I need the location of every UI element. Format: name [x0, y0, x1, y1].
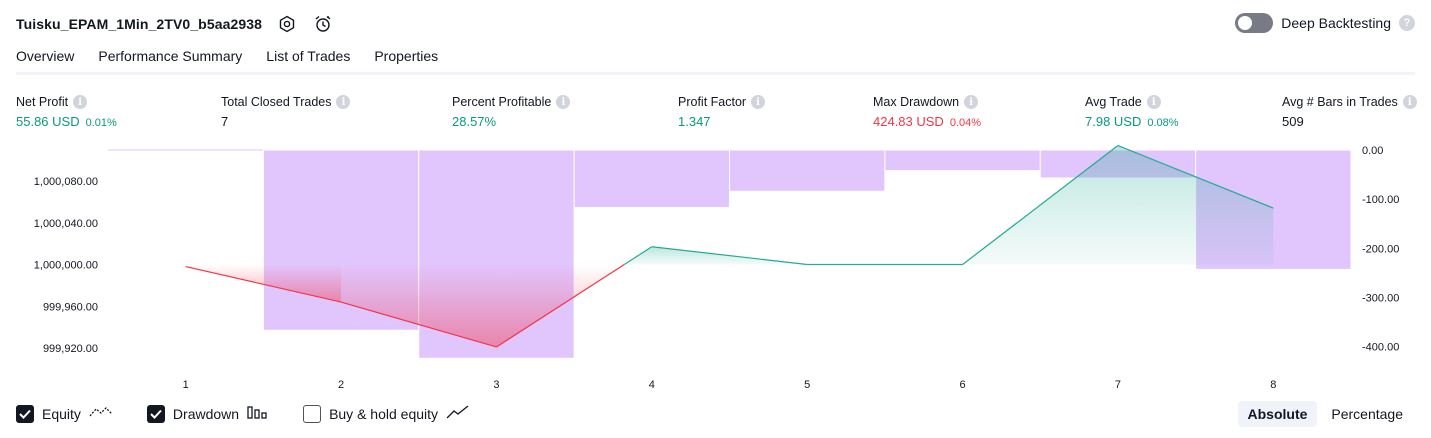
metric-title: Net Profit [16, 95, 69, 109]
metric-net-profit: Net Profit i 55.86 USD 0.01% [16, 94, 117, 129]
metric-value: 55.86 USD [16, 114, 80, 129]
metric-total-closed-trades: Total Closed Trades i 7 [221, 94, 351, 129]
metric-avg-bars-in-trades: Avg # Bars in Trades i 509 [1282, 94, 1417, 129]
equity-drawdown-chart[interactable]: 1,000,080.00 1,000,040.00 1,000,000.00 999,… [0, 140, 1431, 398]
metric-value: 7.98 USD [1085, 114, 1142, 129]
metric-title: Profit Factor [678, 95, 747, 109]
info-icon[interactable]: i [1146, 95, 1161, 109]
equity-segment [1117, 144, 1274, 209]
x-tick-label: 6 [960, 379, 966, 391]
equity-area [341, 264, 497, 347]
left-tick-label: 999,920.00 [43, 343, 98, 355]
right-tick-label: -100.00 [1362, 194, 1399, 206]
buy-hold-line-icon [446, 404, 470, 423]
info-icon[interactable]: i [556, 95, 571, 109]
metric-title: Total Closed Trades [221, 95, 332, 109]
mode-percentage[interactable]: Percentage [1331, 406, 1403, 422]
info-icon[interactable]: i [964, 95, 979, 109]
x-tick-label: 4 [649, 379, 655, 391]
legend-buy-hold[interactable]: Buy & hold equity [303, 404, 470, 423]
info-icon[interactable]: i [1402, 95, 1417, 109]
info-icon[interactable]: i [336, 95, 351, 109]
drawdown-bar [729, 149, 886, 192]
strategy-header: Tuisku_EPAM_1Min_2TV0_b5aa2938 [16, 12, 334, 36]
chart-legend: Equity Drawdown Buy & hold equity [16, 404, 470, 423]
settings-icon[interactable] [276, 13, 298, 35]
tab-properties[interactable]: Properties [374, 48, 439, 64]
metric-percent-profitable: Percent Profitable i 28.57% [452, 94, 571, 129]
x-tick-label: 7 [1115, 379, 1121, 391]
metric-title: Avg Trade [1085, 95, 1142, 109]
strategy-name: Tuisku_EPAM_1Min_2TV0_b5aa2938 [16, 16, 263, 32]
equity-line-icon [89, 404, 113, 423]
report-tabs: Overview Performance Summary List of Tra… [16, 48, 438, 75]
legend-label: Equity [42, 405, 81, 422]
metric-value: 1.347 [678, 114, 711, 129]
metric-avg-trade: Avg Trade i 7.98 USD 0.08% [1085, 94, 1179, 129]
metric-max-drawdown: Max Drawdown i 424.83 USD 0.04% [873, 94, 981, 129]
help-icon[interactable]: ? [1399, 15, 1415, 31]
metric-title: Avg # Bars in Trades [1282, 95, 1398, 109]
legend-equity[interactable]: Equity [16, 404, 113, 423]
buy-hold-checkbox[interactable] [303, 404, 322, 423]
right-tick-label: -300.00 [1362, 292, 1399, 304]
tabs-divider [16, 72, 1415, 75]
info-icon[interactable]: i [751, 95, 766, 109]
tab-performance-summary[interactable]: Performance Summary [98, 48, 243, 64]
legend-label: Drawdown [172, 405, 240, 422]
right-tick-label: -200.00 [1362, 243, 1399, 255]
drawdown-bar [884, 149, 1041, 172]
x-axis: 1 2 3 4 5 6 7 8 [183, 379, 1277, 391]
tab-overview[interactable]: Overview [16, 48, 75, 75]
x-tick-label: 3 [493, 379, 499, 391]
metric-value: 509 [1282, 114, 1304, 129]
right-tick-label: 0.00 [1362, 145, 1383, 157]
equity-segment [962, 145, 1119, 265]
legend-label: Buy & hold equity [329, 405, 439, 422]
deep-backtesting-toggle[interactable] [1235, 13, 1274, 33]
metric-percent: 0.04% [949, 117, 982, 129]
x-tick-label: 2 [338, 379, 344, 391]
deep-backtesting-label: Deep Backtesting [1281, 15, 1391, 31]
drawdown-bar [573, 149, 730, 208]
x-tick-label: 8 [1270, 379, 1276, 391]
info-icon[interactable]: i [73, 95, 88, 109]
toggle-knob [1238, 16, 1253, 30]
metric-title: Max Drawdown [873, 95, 960, 109]
metric-value: 28.57% [452, 114, 497, 129]
alarm-icon[interactable] [312, 13, 334, 35]
x-tick-label: 5 [804, 379, 810, 391]
value-mode-switch: Absolute Percentage [1237, 401, 1414, 427]
metric-percent: 0.08% [1147, 117, 1179, 129]
left-axis: 1,000,080.00 1,000,040.00 1,000,000.00 999,… [34, 176, 98, 355]
right-axis: 0.00 -100.00 -200.00 -300.00 -400.00 [1362, 145, 1399, 354]
equity-checkbox[interactable] [16, 404, 34, 423]
drawdown-bars-icon [247, 404, 269, 423]
drawdown-checkbox[interactable] [146, 404, 165, 423]
deep-backtesting-control: Deep Backtesting ? [1235, 13, 1415, 33]
left-tick-label: 999,960.00 [43, 301, 98, 313]
left-tick-label: 1,000,080.00 [34, 176, 98, 188]
right-tick-label: -400.00 [1362, 342, 1399, 354]
legend-drawdown[interactable]: Drawdown [146, 404, 269, 423]
equity-line [185, 144, 1274, 348]
equity-segment [340, 301, 497, 348]
left-tick-label: 1,000,040.00 [34, 218, 98, 230]
mode-absolute[interactable]: Absolute [1237, 401, 1318, 427]
metric-percent: 0.01% [85, 117, 117, 129]
equity-area [1117, 145, 1274, 265]
metric-title: Percent Profitable [452, 95, 552, 109]
equity-segment [496, 263, 625, 348]
x-tick-label: 1 [183, 379, 189, 391]
equity-segment [185, 266, 342, 303]
metric-value: 7 [221, 114, 229, 129]
metric-profit-factor: Profit Factor i 1.347 [678, 94, 766, 129]
metric-value: 424.83 USD [873, 114, 944, 129]
tab-list-of-trades[interactable]: List of Trades [266, 48, 351, 64]
left-tick-label: 1,000,000.00 [34, 260, 98, 272]
equity-segment [651, 246, 808, 266]
equity-segment [623, 246, 653, 266]
